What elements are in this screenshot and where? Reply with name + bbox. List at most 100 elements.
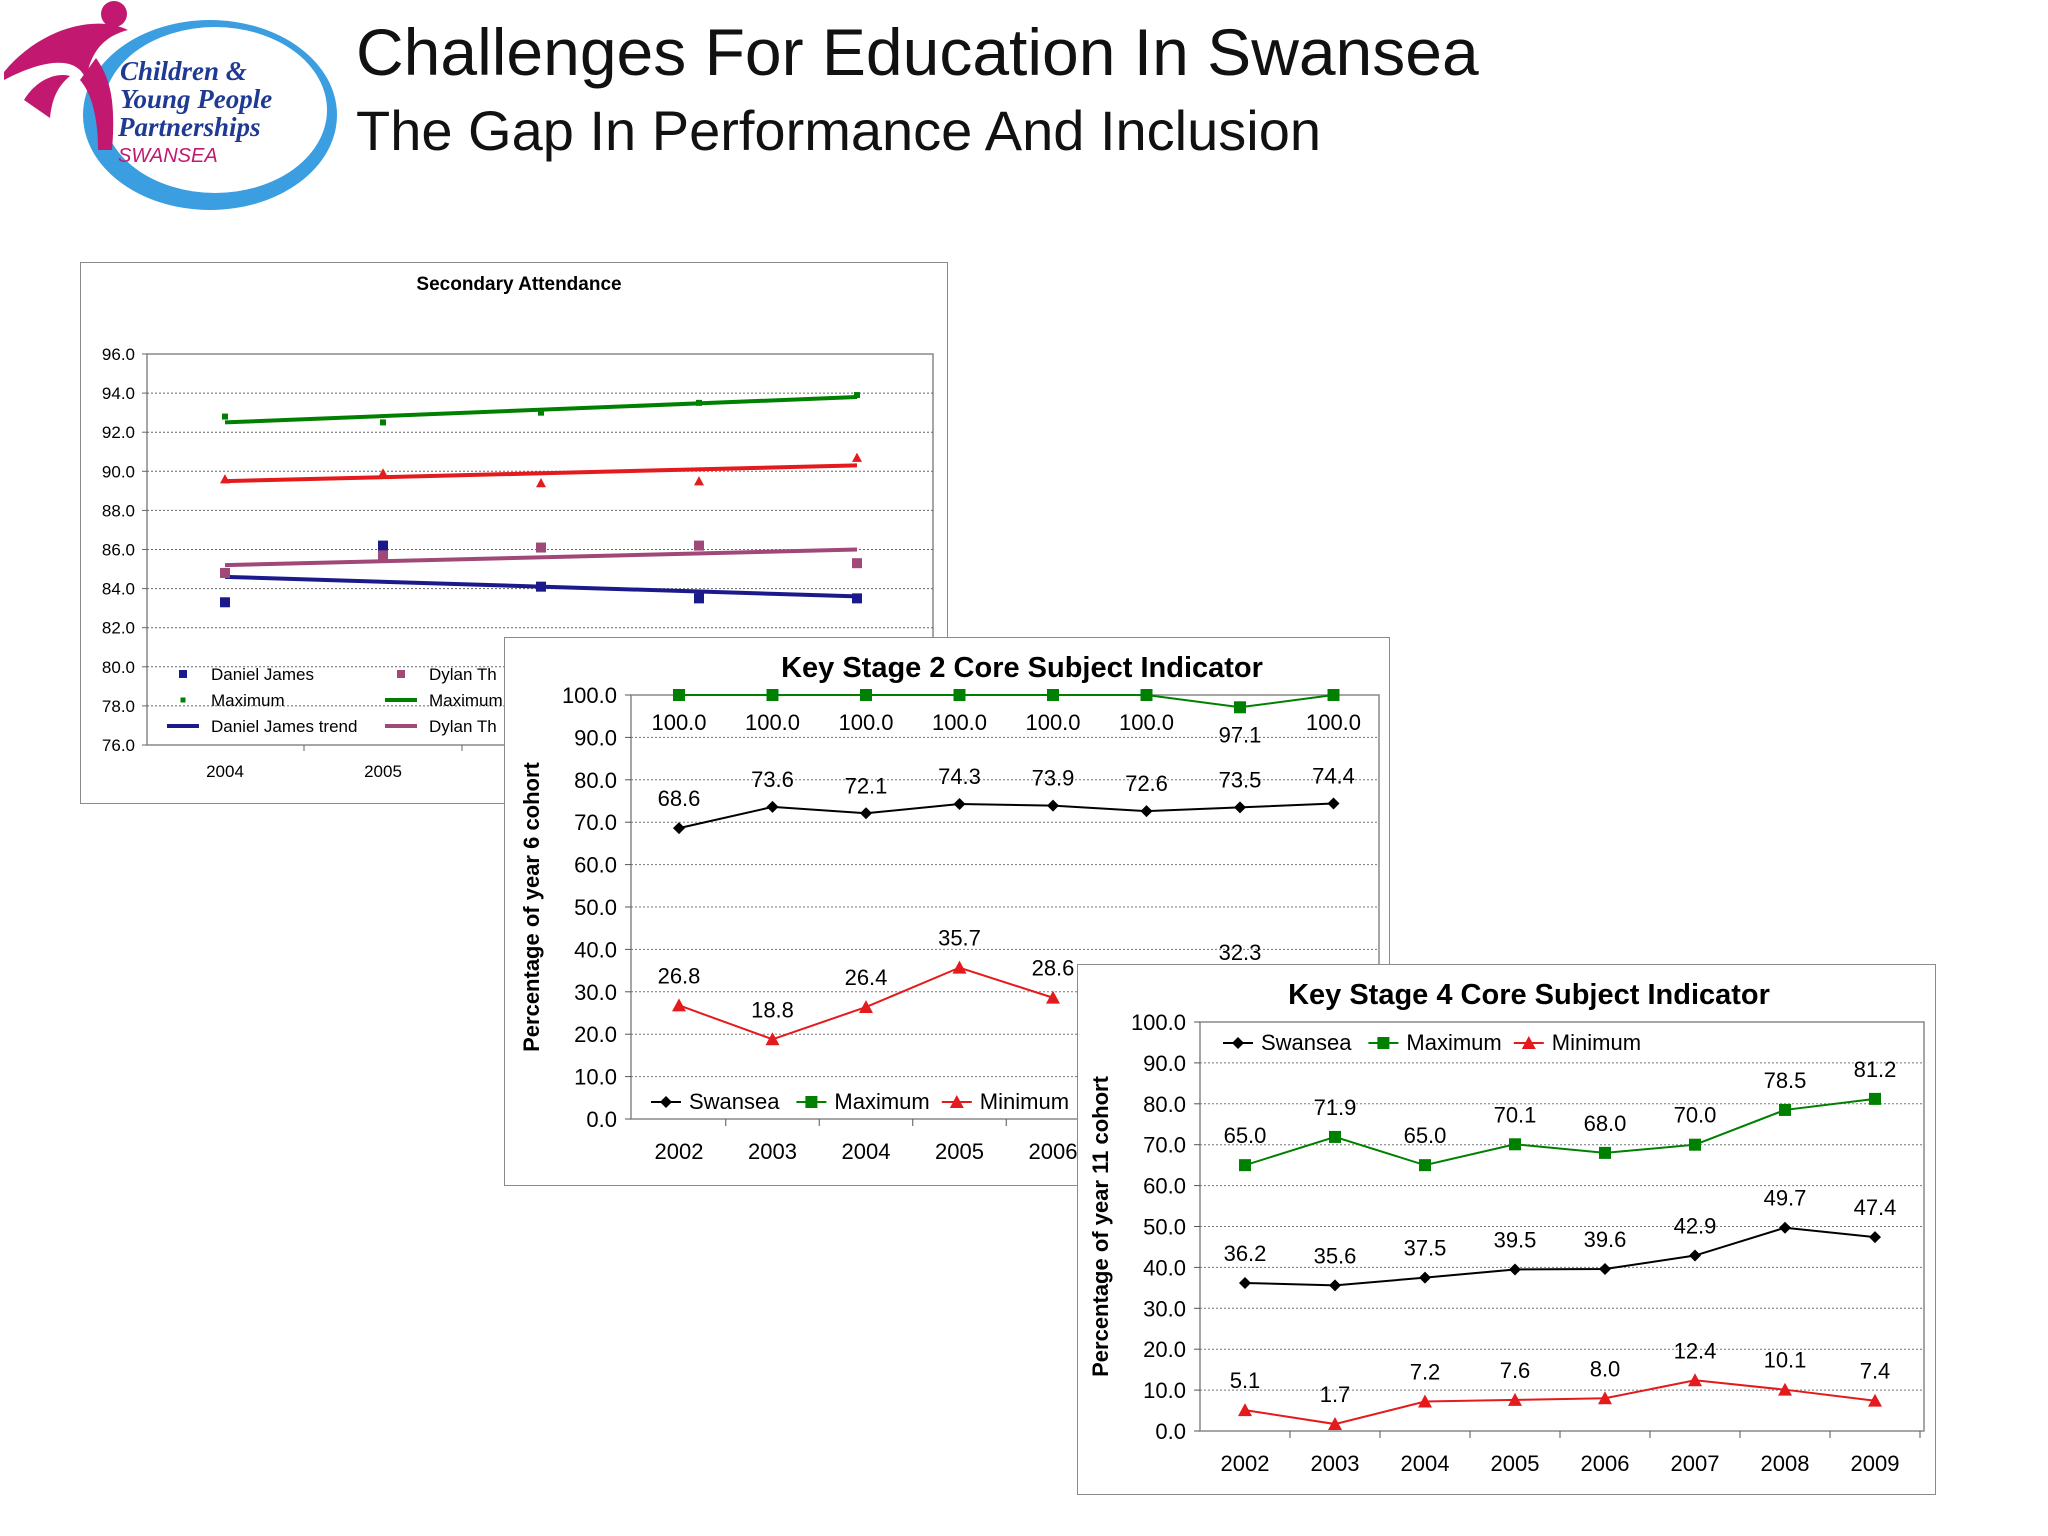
- data-label: 39.5: [1494, 1227, 1537, 1252]
- data-label: 71.9: [1314, 1095, 1357, 1120]
- data-label: 47.4: [1854, 1195, 1897, 1220]
- logo-text-line4: SWANSEA: [118, 145, 218, 167]
- legend-label: Maximum: [1406, 1030, 1501, 1055]
- data-point: [1047, 689, 1059, 701]
- data-point: [538, 409, 544, 416]
- data-label: 37.5: [1404, 1236, 1447, 1261]
- data-label: 65.0: [1224, 1123, 1267, 1148]
- data-point: [1047, 799, 1059, 812]
- data-label: 100.0: [932, 710, 987, 735]
- data-label: 100.0: [1025, 710, 1080, 735]
- data-point: [1234, 701, 1246, 714]
- y-tick-label: 40.0: [1143, 1255, 1186, 1280]
- data-point: [1599, 1263, 1611, 1276]
- data-label: 1.7: [1320, 1382, 1351, 1407]
- data-point: [1140, 689, 1153, 701]
- data-label: 32.3: [1219, 940, 1262, 965]
- data-label: 73.9: [1032, 766, 1075, 791]
- data-point: [1419, 1271, 1431, 1284]
- data-point: [1327, 797, 1340, 810]
- data-point: [1140, 805, 1153, 818]
- data-label: 68.0: [1584, 1111, 1627, 1136]
- x-tick-label: 2002: [655, 1139, 704, 1164]
- x-tick-label: 2004: [842, 1139, 891, 1164]
- data-point: [1329, 1130, 1341, 1143]
- legend-swatch: [1521, 1036, 1536, 1049]
- chart-title: Key Stage 4 Core Subject Indicator: [1288, 979, 1770, 1011]
- data-label: 12.4: [1674, 1338, 1717, 1363]
- y-tick-label: 78.0: [102, 697, 135, 716]
- x-tick-label: 2006: [1029, 1139, 1078, 1164]
- legend-label: Swansea: [1261, 1030, 1352, 1055]
- ks4-chart: Key Stage 4 Core Subject Indicator 100.0…: [1077, 964, 1936, 1495]
- data-point: [1328, 1417, 1342, 1430]
- data-point: [765, 1032, 780, 1046]
- y-tick-label: 0.0: [586, 1107, 617, 1132]
- legend-label: Daniel James: [211, 665, 314, 684]
- data-label: 100.0: [1119, 710, 1174, 735]
- y-tick-label: 20.0: [1143, 1337, 1186, 1362]
- y-tick-label: 20.0: [574, 1022, 617, 1047]
- legend-label: Minimum: [980, 1089, 1069, 1114]
- ks4-svg: Key Stage 4 Core Subject Indicator 100.0…: [1088, 979, 1925, 1476]
- data-point: [854, 392, 860, 399]
- logo-figure-arms: [4, 23, 128, 80]
- x-tick-label: 2004: [1401, 1451, 1450, 1476]
- data-point: [852, 452, 862, 462]
- y-tick-label: 0.0: [1155, 1419, 1186, 1444]
- y-tick-label: 86.0: [102, 541, 135, 560]
- x-tick-label: 2008: [1761, 1451, 1810, 1476]
- y-tick-label: 70.0: [574, 810, 617, 835]
- trend-line: [224, 463, 858, 484]
- series-line: [1244, 1097, 1876, 1167]
- x-tick-label: 2005: [1491, 1451, 1540, 1476]
- data-label: 73.5: [1219, 767, 1262, 792]
- data-point: [766, 689, 779, 701]
- data-point: [1688, 1373, 1702, 1387]
- data-point: [852, 593, 862, 604]
- data-point: [536, 542, 546, 553]
- data-point: [1869, 1092, 1881, 1105]
- y-tick-label: 96.0: [102, 345, 135, 364]
- series-line: [679, 694, 1334, 709]
- data-label: 100.0: [651, 710, 706, 735]
- y-tick-label: 30.0: [1143, 1296, 1186, 1321]
- data-point: [1329, 1279, 1341, 1292]
- data-point: [1234, 801, 1246, 814]
- legend-label: Daniel James trend: [211, 717, 357, 736]
- data-label: 70.0: [1674, 1103, 1717, 1128]
- data-label: 100.0: [745, 710, 800, 735]
- legend-swatch: [397, 670, 405, 678]
- y-tick-label: 94.0: [102, 384, 135, 403]
- data-point: [1239, 1276, 1251, 1289]
- data-label: 26.4: [845, 965, 888, 990]
- logo-text-line1: Children &: [120, 56, 247, 86]
- series-line: [1244, 1226, 1876, 1287]
- data-point: [694, 540, 704, 551]
- x-tick-label: 2003: [748, 1139, 797, 1164]
- logo-text-line3: Partnerships: [117, 112, 261, 142]
- y-tick-label: 10.0: [574, 1065, 617, 1090]
- legend-label: Maximum: [211, 691, 285, 710]
- y-tick-label: 100.0: [562, 683, 617, 708]
- x-tick-label: 2003: [1311, 1451, 1360, 1476]
- data-point: [220, 567, 230, 578]
- slide-subtitle: The Gap In Performance And Inclusion: [356, 99, 1321, 162]
- legend-swatch: [180, 697, 186, 703]
- data-point: [378, 550, 388, 561]
- y-tick-label: 92.0: [102, 423, 135, 442]
- x-tick-label: 2006: [1581, 1451, 1630, 1476]
- data-point: [380, 419, 386, 426]
- x-tick-label: 2007: [1671, 1451, 1720, 1476]
- legend-swatch: [179, 670, 187, 678]
- data-label: 35.6: [1314, 1243, 1357, 1268]
- data-point: [222, 413, 228, 420]
- legend-label: Maximum: [834, 1089, 929, 1114]
- data-point: [1419, 1159, 1431, 1172]
- y-tick-label: 84.0: [102, 580, 135, 599]
- data-point: [1868, 1393, 1882, 1407]
- data-label: 8.0: [1590, 1356, 1621, 1381]
- y-tick-label: 30.0: [574, 980, 617, 1005]
- data-label: 78.5: [1764, 1068, 1807, 1093]
- data-point: [852, 558, 862, 569]
